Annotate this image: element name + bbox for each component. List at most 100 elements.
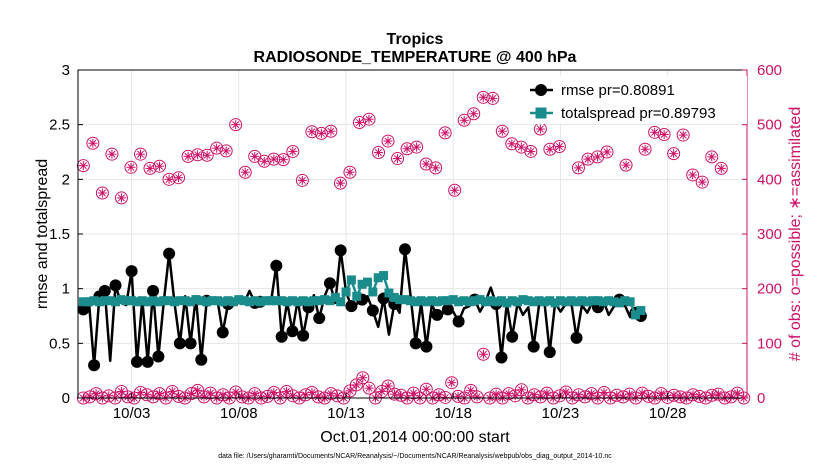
obs-count-point [324,124,338,138]
spread-point [314,296,324,306]
spread-point [475,295,485,305]
obs-count-point [467,107,481,121]
y-tick-label: 3 [62,62,70,79]
rmse-point [286,325,299,338]
rmse-point [195,353,208,366]
spread-point [255,297,265,307]
y2-tick-label: 0 [757,390,765,407]
obs-count-point [229,118,243,132]
spread-point [598,297,608,307]
spread-point [502,298,512,308]
obs-count-point [448,183,462,197]
spread-point [588,296,598,306]
obs-count-low-point [515,383,529,397]
rmse-point [366,304,379,317]
spread-point [207,296,217,306]
obs-count-point [590,150,604,164]
x-tick-label: 10/08 [220,405,258,422]
rmse-point [323,277,336,290]
spread-point [196,296,206,306]
spread-point [362,277,372,287]
obs-count-point [305,125,319,139]
spread-point [84,297,94,307]
rmse-point [141,355,154,368]
spread-point [438,296,448,306]
legend-spread-label: totalspread pr=0.89793 [561,105,716,122]
rmse-point [109,279,122,292]
spread-point [427,296,437,306]
spread-point [395,295,405,305]
spread-point [561,297,571,307]
spread-point [416,296,426,306]
obs-count-point [505,137,519,151]
spread-point [153,297,163,307]
x-tick-label: 10/18 [434,405,472,422]
rmse-point [184,337,197,350]
obs-count-point [162,172,176,186]
y2-tick-label: 600 [757,62,782,79]
spread-point [261,296,271,306]
obs-count-point [533,122,547,136]
spread-point [239,296,249,306]
spread-point [572,297,582,307]
spread-point [614,298,624,308]
obs-count-point [172,171,186,185]
spread-point [127,296,137,306]
obs-count-point [86,136,100,150]
obs-count-low-point [362,381,376,395]
y-axis-label: rmse and totalspread [34,159,51,309]
spread-point [223,296,233,306]
obs-count-point [114,191,128,205]
obs-count-point [410,140,424,154]
spread-point [352,291,362,301]
obs-count-point [695,175,709,189]
spread-point [282,297,292,307]
spread-point [443,296,453,306]
spread-point [111,297,121,307]
obs-count-point [524,144,538,158]
spread-point [480,297,490,307]
spread-point [405,296,415,306]
y-tick-label: 1 [62,281,70,298]
spread-point [459,296,469,306]
obs-count-point [200,148,214,162]
obs-count-point [76,159,90,173]
obs-count-point [429,161,443,175]
obs-count-low-point [476,347,490,361]
spread-point [491,297,501,307]
obs-count-point [181,149,195,163]
obs-count-point [400,142,414,156]
spread-point [325,296,335,306]
obs-count-point [381,134,395,148]
spread-point [320,295,330,305]
y2-tick-label: 500 [757,117,782,134]
spread-point [143,297,153,307]
y2-axis-label: # of obs: o=possible; ∗=assimilated [787,107,804,361]
rmse-point [275,330,288,343]
spread-point [346,275,356,285]
spread-point [309,296,319,306]
obs-count-point [714,161,728,175]
spread-point [330,292,340,302]
obs-count-point [210,141,224,155]
rmse-point [431,308,444,321]
obs-count-point [638,142,652,156]
obs-count-point [191,148,205,162]
spread-point [105,296,115,306]
obs-count-point [276,153,290,167]
x-axis-label: Oct.01,2014 00:00:00 start [320,429,510,446]
spread-point [421,297,431,307]
y2-tick-label: 400 [757,171,782,188]
obs-count-low-point [83,390,97,404]
obs-count-point [153,159,167,173]
obs-count-point [248,149,262,163]
spread-point [518,295,528,305]
obs-count-point [95,186,109,200]
spread-point [202,297,212,307]
obs-count-point [476,90,490,104]
spread-point [545,296,555,306]
obs-count-point [133,147,147,161]
obs-count-point [314,126,328,140]
obs-count-point [143,161,157,175]
